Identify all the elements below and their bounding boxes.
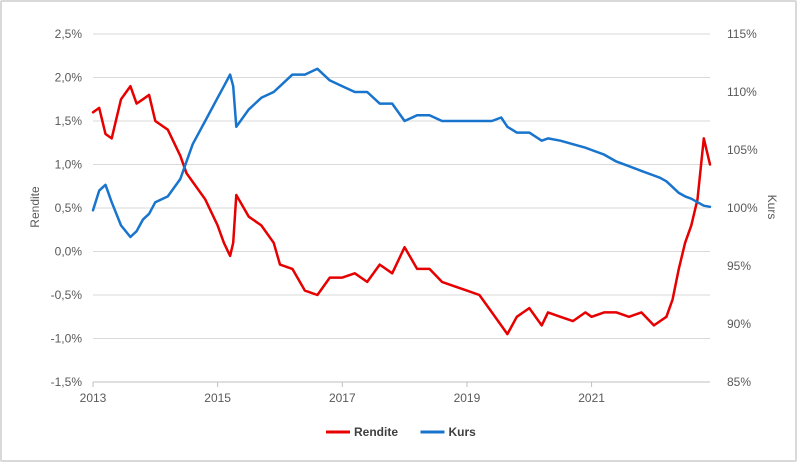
- left-tick-label: 0,5%: [55, 201, 83, 215]
- left-tick-label: 1,5%: [55, 114, 83, 128]
- left-axis-ticks: 2,5% 2,0% 1,5% 1,0% 0,5% 0,0% -0,5% -1,0% -1,5%: [51, 27, 83, 389]
- right-tick-label: 90%: [727, 317, 751, 331]
- series-lines: [91, 67, 712, 336]
- right-axis-ticks: 115% 110% 105% 100% 95% 90% 85%: [727, 27, 758, 389]
- right-tick-label: 110%: [727, 85, 757, 99]
- left-tick-label: 1,0%: [55, 158, 83, 172]
- left-tick-label: 2,0%: [55, 71, 83, 85]
- right-axis-title: Kurs: [765, 195, 779, 220]
- right-tick-label: 95%: [727, 259, 751, 273]
- x-axis-ticks: 2013 2015 2017 2019 2021: [80, 382, 605, 405]
- left-tick-label: 0,0%: [55, 245, 83, 259]
- right-tick-label: 100%: [727, 201, 758, 215]
- left-tick-label: 2,5%: [55, 27, 83, 41]
- x-tick-label: 2021: [578, 391, 605, 405]
- right-tick-label: 85%: [727, 375, 751, 389]
- left-tick-label: -1,0%: [51, 332, 83, 346]
- legend: Rendite Kurs: [326, 425, 476, 439]
- x-tick-label: 2017: [329, 391, 356, 405]
- x-tick-label: 2015: [204, 391, 231, 405]
- x-tick-label: 2013: [80, 391, 107, 405]
- series-line-rendite: [91, 84, 712, 336]
- right-tick-label: 105%: [727, 143, 758, 157]
- legend-label: Kurs: [449, 425, 477, 439]
- x-tick-label: 2019: [454, 391, 481, 405]
- legend-label: Rendite: [354, 425, 398, 439]
- series-line-kurs: [91, 67, 712, 239]
- gridlines: [93, 33, 710, 339]
- left-tick-label: -0,5%: [51, 288, 83, 302]
- left-axis-title: Rendite: [28, 186, 42, 228]
- left-tick-label: -1,5%: [51, 375, 83, 389]
- right-tick-label: 115%: [727, 27, 757, 41]
